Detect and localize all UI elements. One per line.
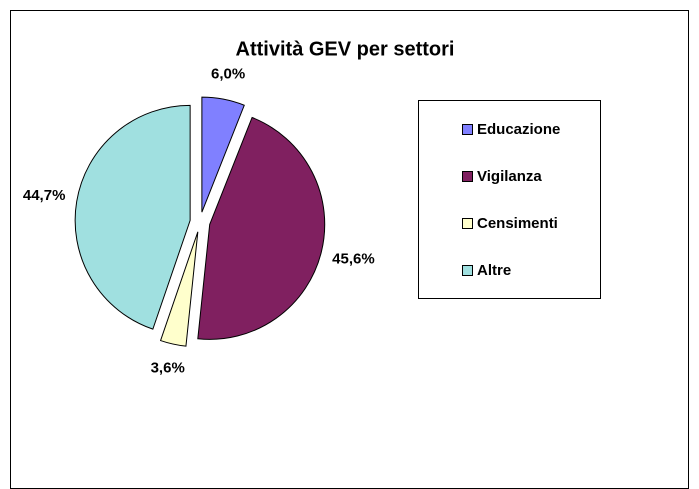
legend-label: Educazione — [477, 121, 560, 138]
pie-slice — [74, 104, 191, 330]
data-label: 3,6% — [151, 359, 185, 376]
legend-swatch — [462, 171, 473, 182]
data-label: 6,0% — [211, 66, 245, 83]
legend-label: Censimenti — [477, 215, 558, 232]
legend-label: Altre — [477, 262, 511, 279]
legend-swatch — [462, 218, 473, 229]
pie-slice — [197, 116, 326, 340]
legend-swatch — [462, 124, 473, 135]
data-label: 45,6% — [332, 251, 375, 268]
chart-title: Attività GEV per settori — [236, 38, 455, 60]
pie-slice — [159, 231, 199, 347]
legend-box — [418, 100, 601, 299]
data-label: 44,7% — [23, 187, 66, 204]
legend-label: Vigilanza — [477, 168, 542, 185]
legend-swatch — [462, 265, 473, 276]
pie-slice — [201, 96, 245, 213]
